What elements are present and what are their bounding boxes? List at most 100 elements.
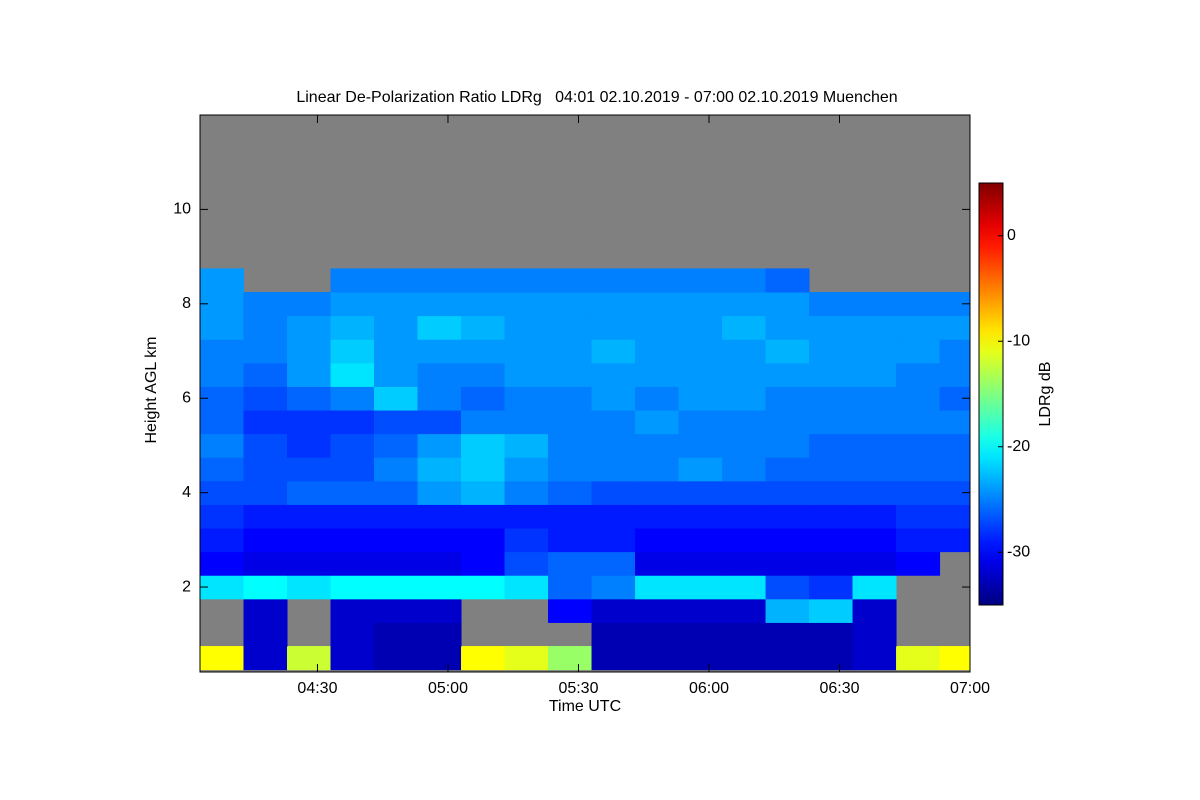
heatmap-cell [504, 433, 549, 458]
heatmap-cell [243, 410, 288, 435]
heatmap-cell [852, 362, 897, 387]
heatmap-cell [243, 315, 288, 340]
heatmap-cell [243, 433, 288, 458]
heatmap-cell [591, 575, 636, 600]
heatmap-cell [417, 528, 462, 553]
heatmap-cell [504, 480, 549, 505]
heatmap-cell [591, 433, 636, 458]
heatmap-cell [374, 551, 419, 576]
heatmap-cell [722, 292, 767, 317]
heatmap-cell [765, 575, 810, 600]
heatmap-cell [635, 457, 680, 482]
heatmap-cell [548, 410, 593, 435]
chart-title: Linear De-Polarization Ratio LDRg 04:01 … [296, 89, 897, 106]
heatmap-cell [461, 268, 506, 293]
heatmap-cell [504, 362, 549, 387]
heatmap-cell [200, 362, 245, 387]
heatmap-cell [939, 528, 970, 553]
heatmap-cell [330, 575, 375, 600]
heatmap-cell [939, 480, 970, 505]
y-tick-label: 4 [182, 484, 191, 501]
heatmap-cell [504, 410, 549, 435]
heatmap-cell [461, 457, 506, 482]
heatmap-cell [678, 551, 723, 576]
heatmap-cell [243, 598, 288, 623]
heatmap-cell [591, 292, 636, 317]
heatmap-cell [765, 386, 810, 411]
heatmap-cell [896, 292, 941, 317]
heatmap-cell [330, 528, 375, 553]
heatmap-cell [330, 339, 375, 364]
heatmap-cell [461, 433, 506, 458]
heatmap-cell [722, 457, 767, 482]
heatmap-cell [852, 646, 897, 671]
heatmap-cell [548, 433, 593, 458]
heatmap-cell [548, 315, 593, 340]
heatmap-cell [591, 268, 636, 293]
heatmap-cell [461, 480, 506, 505]
heatmap-cell [635, 410, 680, 435]
heatmap-cell [417, 315, 462, 340]
colorbar-label: LDRg dB [1037, 362, 1054, 427]
heatmap-cell [461, 410, 506, 435]
x-tick-label: 06:30 [819, 680, 859, 697]
heatmap-cell [548, 386, 593, 411]
heatmap-cell [330, 457, 375, 482]
colorbar-tick-label: -10 [1007, 332, 1030, 349]
heatmap-cell [896, 362, 941, 387]
heatmap-cell [939, 504, 970, 529]
heatmap-cell [722, 646, 767, 671]
y-tick-label: 10 [173, 201, 191, 218]
heatmap-cell [287, 292, 332, 317]
heatmap-cell [243, 622, 288, 647]
heatmap-cell [417, 480, 462, 505]
heatmap-cell [417, 292, 462, 317]
heatmap-cell [548, 504, 593, 529]
heatmap-cell [809, 410, 854, 435]
heatmap-cell [200, 646, 245, 671]
heatmap-cell [635, 646, 680, 671]
heatmap-cell [765, 315, 810, 340]
heatmap-cell [330, 362, 375, 387]
heatmap-cell [504, 551, 549, 576]
heatmap-cell [374, 575, 419, 600]
heatmap-cell [678, 362, 723, 387]
heatmap-cell [635, 433, 680, 458]
heatmap-cell [678, 622, 723, 647]
heatmap-cell [461, 528, 506, 553]
heatmap-cell [635, 315, 680, 340]
heatmap-cell [548, 339, 593, 364]
heatmap-cell [809, 551, 854, 576]
heatmap-cell [939, 292, 970, 317]
heatmap-cell [852, 457, 897, 482]
y-tick-label: 8 [182, 295, 191, 312]
heatmap-cell [374, 339, 419, 364]
heatmap-cell [635, 598, 680, 623]
heatmap-cell [635, 575, 680, 600]
heatmap-cell [548, 292, 593, 317]
heatmap-cell [591, 646, 636, 671]
heatmap-cell [722, 480, 767, 505]
heatmap-cell [635, 504, 680, 529]
heatmap-cell [330, 268, 375, 293]
heatmap-cell [722, 339, 767, 364]
heatmap-cell [243, 504, 288, 529]
heatmap-cell [417, 646, 462, 671]
colorbar-tick-label: -30 [1007, 543, 1030, 560]
heatmap-cell [330, 480, 375, 505]
heatmap-cell [678, 386, 723, 411]
heatmap-cell [243, 457, 288, 482]
heatmap-cell [243, 339, 288, 364]
heatmap-cell [722, 410, 767, 435]
heatmap-cell [417, 410, 462, 435]
heatmap-cell [374, 646, 419, 671]
heatmap-cell [722, 433, 767, 458]
heatmap-cell [678, 480, 723, 505]
heatmap-cell [722, 315, 767, 340]
heatmap-cell [548, 362, 593, 387]
heatmap-cell [417, 433, 462, 458]
x-tick-label: 05:00 [428, 680, 468, 697]
heatmap-cell [591, 362, 636, 387]
x-tick-label: 06:00 [689, 680, 729, 697]
heatmap-cell [591, 598, 636, 623]
